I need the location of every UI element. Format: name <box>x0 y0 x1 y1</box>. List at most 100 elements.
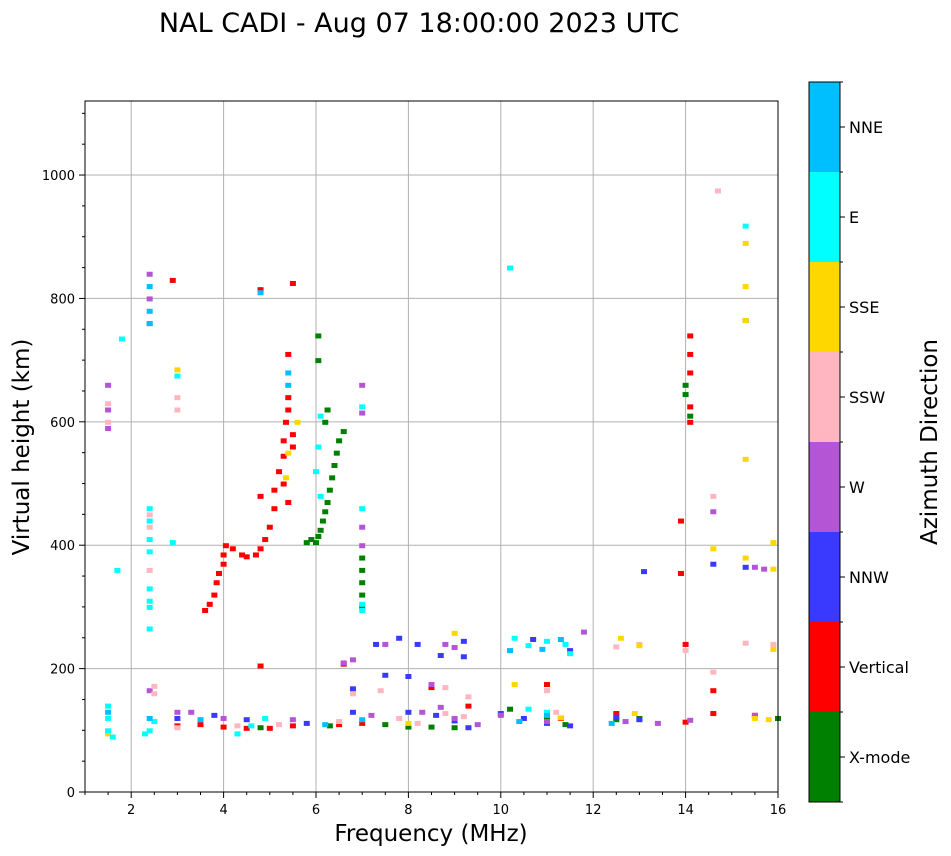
data-point-w <box>474 722 481 728</box>
data-point-w <box>751 712 758 718</box>
data-point-nnw <box>641 569 648 575</box>
data-point-x-mode <box>333 450 340 456</box>
data-point-vertical <box>229 546 236 552</box>
data-point-nnw <box>396 635 403 641</box>
data-point-x-mode <box>451 725 458 731</box>
data-point-w <box>146 271 153 277</box>
data-point-ssw <box>146 524 153 530</box>
data-point-w <box>220 715 227 721</box>
data-point-w <box>687 717 694 723</box>
colorbar-tick-label: E <box>849 208 859 227</box>
y-tick-label: 600 <box>50 416 75 431</box>
data-point-vertical <box>239 552 246 558</box>
data-point-e <box>105 728 112 734</box>
data-point-w <box>451 715 458 721</box>
data-point-e <box>742 223 749 229</box>
data-point-x-mode <box>315 333 322 339</box>
data-point-sse <box>282 475 289 481</box>
data-point-x-mode <box>359 592 366 598</box>
data-point-e <box>174 373 181 379</box>
data-point-vertical <box>359 720 366 726</box>
data-point-x-mode <box>326 723 333 729</box>
data-point-vertical <box>285 351 292 357</box>
data-point-vertical <box>710 711 717 717</box>
data-point-e <box>544 709 550 715</box>
data-point-vertical <box>544 682 550 688</box>
data-point-vertical <box>285 407 292 413</box>
data-point-sse <box>742 284 749 290</box>
data-point-e <box>248 723 255 729</box>
data-point-ssw <box>770 641 777 647</box>
data-point-vertical <box>687 370 694 376</box>
data-point-vertical <box>285 500 292 506</box>
x-tick-label: 4 <box>219 803 227 818</box>
data-point-vertical <box>289 444 296 450</box>
data-point-w <box>437 704 444 710</box>
data-point-w <box>544 719 550 725</box>
data-point-w <box>580 629 587 635</box>
data-point-x-mode <box>326 487 333 493</box>
data-point-nne <box>516 719 523 725</box>
data-point-nnw <box>530 636 537 642</box>
data-point-vertical <box>257 287 264 293</box>
data-point-sse <box>742 456 749 462</box>
data-point-vertical <box>257 493 264 499</box>
data-point-nnw <box>349 709 356 715</box>
data-point-w <box>359 410 366 416</box>
x-tick-label: 16 <box>770 803 787 818</box>
data-point-e <box>511 635 518 641</box>
data-point-ssw <box>174 407 181 413</box>
y-tick-label: 400 <box>50 539 75 554</box>
data-point-nnw <box>710 561 717 567</box>
data-point-w <box>761 566 768 572</box>
x-tick-label: 14 <box>677 803 694 818</box>
data-point-e <box>315 444 322 450</box>
data-point-sse <box>770 646 777 652</box>
data-point-vertical <box>243 725 250 731</box>
data-point-w <box>105 382 112 388</box>
data-point-vertical <box>266 524 273 530</box>
x-tick-label: 2 <box>127 803 135 818</box>
data-point-ssw <box>544 688 550 694</box>
data-point-x-mode <box>315 358 322 364</box>
data-point-nnw <box>437 653 444 659</box>
data-point-nne <box>257 290 264 296</box>
data-point-vertical <box>289 432 296 438</box>
data-point-nnw <box>373 641 380 647</box>
data-point-vertical <box>285 395 292 401</box>
data-point-nnw <box>243 717 250 723</box>
data-point-vertical <box>428 685 435 691</box>
data-point-vertical <box>266 725 273 731</box>
data-point-sse <box>710 546 717 552</box>
data-point-e <box>317 493 324 499</box>
data-point-nnw <box>460 638 467 644</box>
data-point-x-mode <box>324 407 331 413</box>
data-point-nne <box>507 648 514 654</box>
data-point-x-mode <box>359 604 366 610</box>
data-point-nne <box>105 709 112 715</box>
colorbar-tick-label: NNE <box>849 118 883 137</box>
data-point-vertical <box>271 506 278 512</box>
data-point-x-mode <box>319 518 326 524</box>
data-point-w <box>442 641 449 647</box>
data-point-sse <box>742 240 749 246</box>
x-axis-label: Frequency (MHz) <box>334 821 527 847</box>
data-point-nne <box>359 717 366 723</box>
data-point-e <box>146 537 153 543</box>
colorbar-tick-label: W <box>849 478 865 497</box>
data-point-e <box>146 626 153 632</box>
data-point-e <box>146 506 153 512</box>
colorbar-label: Azimuth Direction <box>917 339 943 545</box>
data-point-x-mode <box>308 537 315 543</box>
data-point-sse <box>742 555 749 561</box>
data-point-x-mode <box>359 567 366 573</box>
data-point-vertical <box>220 724 227 730</box>
data-point-nne <box>608 720 615 726</box>
data-point-nnw <box>405 709 412 715</box>
data-point-w <box>368 712 375 718</box>
data-point-nne <box>539 646 546 652</box>
data-point-sse <box>631 711 638 717</box>
data-point-x-mode <box>682 392 689 398</box>
colorbar-swatch <box>809 532 840 622</box>
data-point-e <box>359 601 366 607</box>
